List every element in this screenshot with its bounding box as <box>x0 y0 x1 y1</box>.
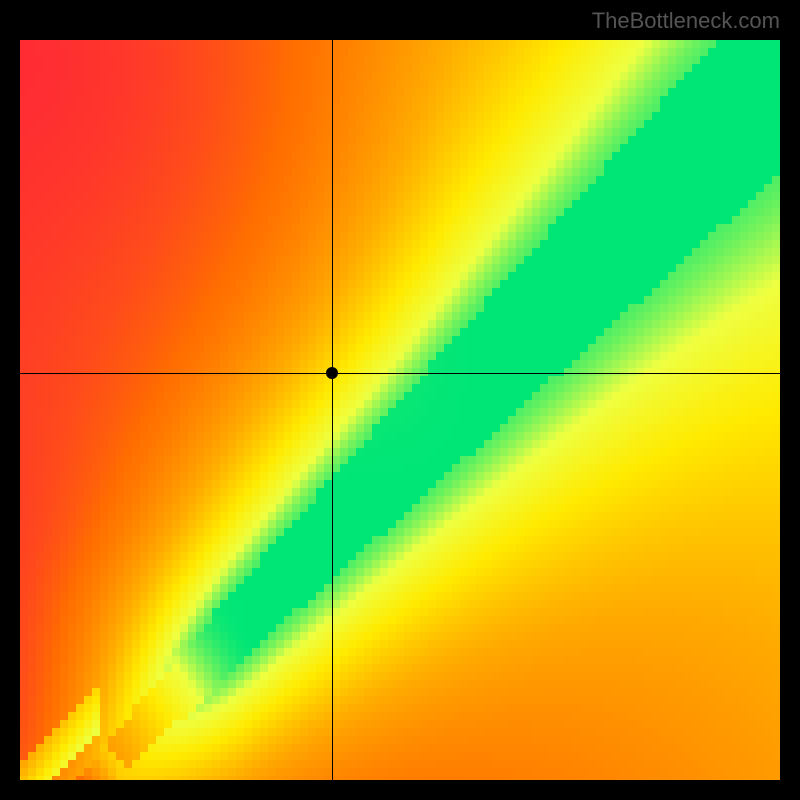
watermark-text: TheBottleneck.com <box>592 8 780 34</box>
heatmap-canvas <box>20 40 780 780</box>
crosshair-vertical <box>332 40 333 780</box>
data-point-marker <box>326 367 338 379</box>
crosshair-horizontal <box>20 373 780 374</box>
bottleneck-heatmap <box>20 40 780 780</box>
